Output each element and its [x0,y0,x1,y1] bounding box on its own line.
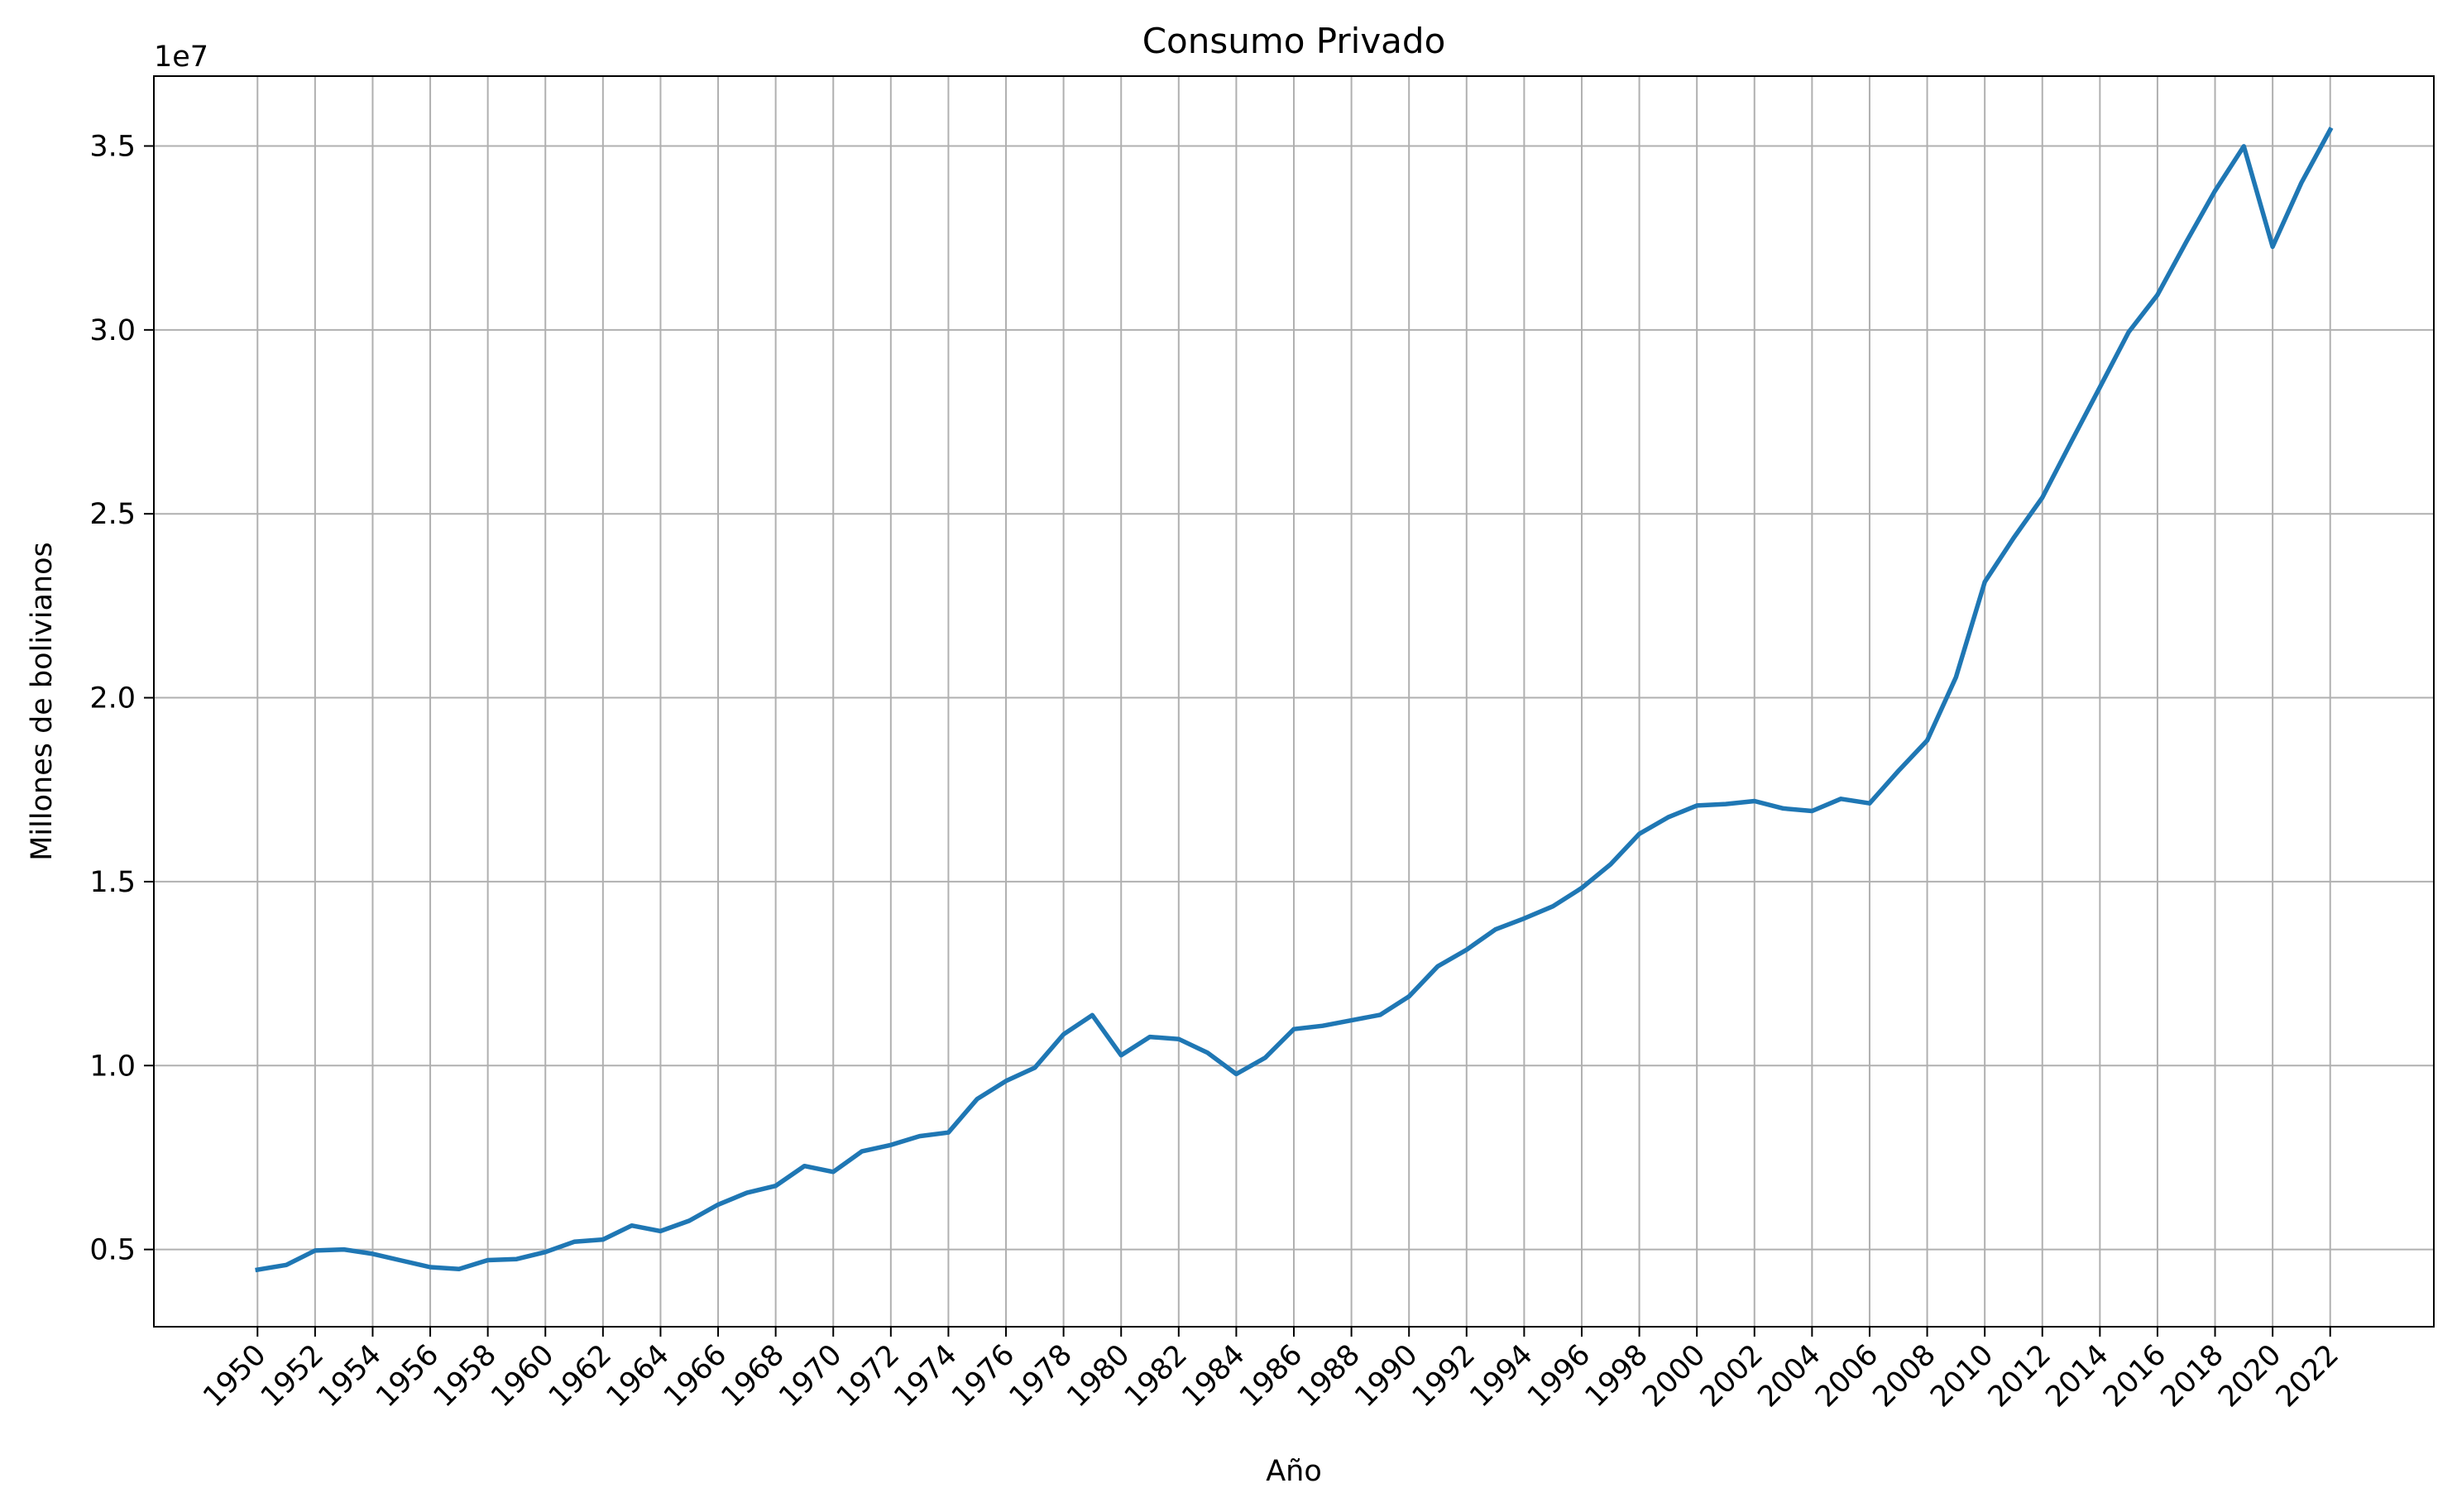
y-tick-label: 1.5 [89,866,136,899]
y-tick-label: 3.5 [89,130,136,163]
plot-frame [153,75,2435,1328]
y-tick-label: 0.5 [89,1234,136,1267]
y-tick-label: 2.0 [89,682,136,715]
grid-lines [154,76,2434,1327]
series-line [255,127,2334,1273]
y-tick-label: 1.0 [89,1050,136,1083]
y-tick-label: 3.0 [89,314,136,347]
y-axis-offset-label: 1e7 [154,41,208,74]
y-axis-label: Millones de bolivianos [26,542,59,861]
x-axis-label: Año [1266,1455,1322,1488]
chart-title: Consumo Privado [1142,21,1446,61]
y-tick-label: 2.5 [89,498,136,531]
